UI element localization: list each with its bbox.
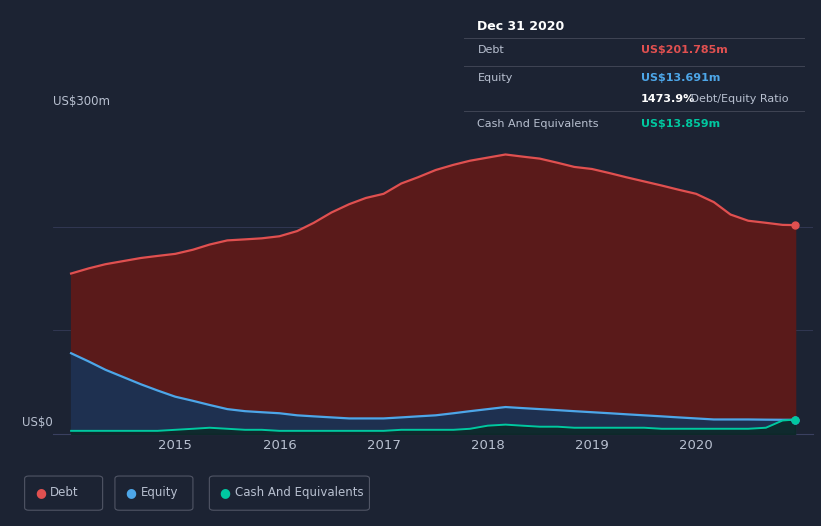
- Text: Cash And Equivalents: Cash And Equivalents: [235, 487, 364, 499]
- Text: Cash And Equivalents: Cash And Equivalents: [478, 119, 599, 129]
- Text: Dec 31 2020: Dec 31 2020: [478, 21, 565, 33]
- Text: US$13.691m: US$13.691m: [641, 73, 720, 83]
- Text: Debt: Debt: [478, 45, 504, 55]
- Text: ●: ●: [219, 487, 231, 499]
- Text: Debt: Debt: [50, 487, 79, 499]
- Text: 1473.9%: 1473.9%: [641, 94, 695, 104]
- Text: ●: ●: [34, 487, 46, 499]
- Text: US$201.785m: US$201.785m: [641, 45, 727, 55]
- Text: US$300m: US$300m: [53, 95, 110, 108]
- Text: Equity: Equity: [478, 73, 513, 83]
- Text: ●: ●: [125, 487, 136, 499]
- Text: US$13.859m: US$13.859m: [641, 119, 720, 129]
- Text: Debt/Equity Ratio: Debt/Equity Ratio: [687, 94, 788, 104]
- Text: Equity: Equity: [140, 487, 178, 499]
- Text: US$0: US$0: [22, 416, 53, 429]
